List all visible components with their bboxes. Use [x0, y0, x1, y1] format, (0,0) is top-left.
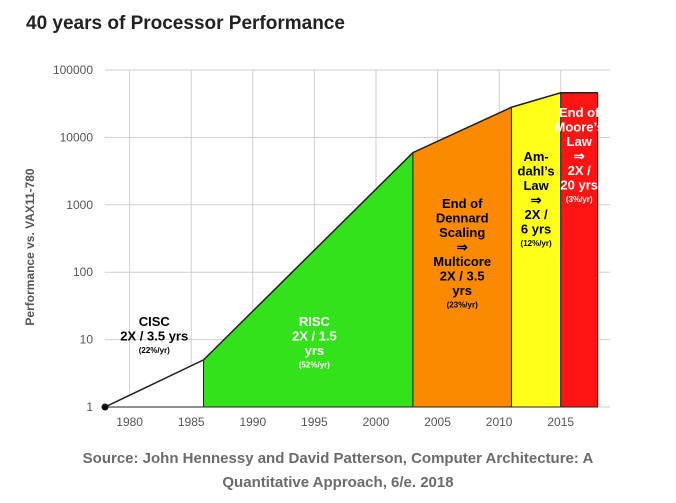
- era-label-line: End of: [442, 196, 483, 211]
- era-label-line: Dennard: [436, 210, 489, 225]
- caption-line-1: Source: John Hennessy and David Patterso…: [82, 450, 594, 467]
- era-label-line: 2X / 3.5: [440, 268, 485, 283]
- era-label-line: Multicore: [433, 254, 491, 269]
- era-rate: (3%/yr): [566, 195, 593, 204]
- x-tick-label: 1990: [239, 415, 266, 429]
- era-label-line: 2X /: [568, 163, 592, 178]
- source-caption: Source: John Hennessy and David Patterso…: [0, 447, 676, 495]
- era-label-line: ⇒: [574, 149, 585, 164]
- x-tick-label: 1995: [301, 415, 328, 429]
- y-axis-ticks: 1 10 100 1000 10000 100000: [53, 63, 93, 414]
- era-label-line: RISC: [299, 314, 331, 329]
- y-tick-label: 10000: [60, 130, 94, 144]
- x-tick-label: 2005: [424, 415, 451, 429]
- era-label-line: ⇒: [531, 192, 542, 207]
- y-tick-label: 1000: [66, 198, 93, 212]
- x-axis-ticks: 1980 1985 1990 1995 2000 2005 2010 2015: [116, 415, 574, 429]
- era-label-line: yrs: [305, 343, 325, 358]
- era-label-line: yrs: [452, 283, 472, 298]
- era-label-line: Am-: [523, 149, 548, 164]
- x-tick-label: 2000: [363, 415, 390, 429]
- y-tick-label: 100000: [53, 63, 93, 77]
- y-tick-label: 1: [86, 400, 93, 414]
- era-rate: (23%/yr): [447, 300, 478, 309]
- era-label-line: Law: [567, 134, 593, 149]
- era-area-amdahl-s-law: [510, 92, 562, 408]
- era-label-line: 2X / 1.5: [292, 328, 337, 343]
- chart: 40 years of Processor Performance 1 10 100…: [23, 13, 610, 429]
- era-label-line: 6 yrs: [521, 221, 551, 236]
- x-tick-label: 2010: [486, 415, 513, 429]
- era-label-line: dahl’s: [518, 163, 555, 178]
- era-label-line: CISC: [139, 314, 171, 329]
- era-label-line: 2X /: [525, 207, 549, 222]
- x-tick-label: 1980: [116, 415, 143, 429]
- x-tick-label: 1985: [178, 415, 205, 429]
- era-label-line: 20 yrs: [560, 178, 598, 193]
- start-point: [101, 403, 109, 411]
- era-label-line: 2X / 3.5 yrs: [120, 328, 188, 343]
- y-tick-label: 10: [80, 333, 94, 347]
- era-rate: (22%/yr): [139, 346, 170, 355]
- era-rate: (52%/yr): [299, 360, 330, 369]
- era-areas: [101, 91, 599, 411]
- era-label-line: Law: [523, 178, 549, 193]
- y-axis-label: Performance vs. VAX11-780: [23, 168, 37, 326]
- era-label-line: Scaling: [439, 225, 485, 240]
- era-label-line: Moore’s: [555, 120, 604, 135]
- x-tick-label: 2015: [547, 415, 574, 429]
- era-rate: (12%/yr): [521, 239, 552, 248]
- era-label-line: ⇒: [457, 239, 468, 254]
- chart-title: 40 years of Processor Performance: [26, 13, 345, 34]
- caption-line-2: Quantitative Approach, 6/e. 2018: [222, 474, 454, 491]
- y-tick-label: 100: [73, 265, 93, 279]
- era-label-line: End of: [559, 105, 600, 120]
- performance-line: [104, 91, 598, 408]
